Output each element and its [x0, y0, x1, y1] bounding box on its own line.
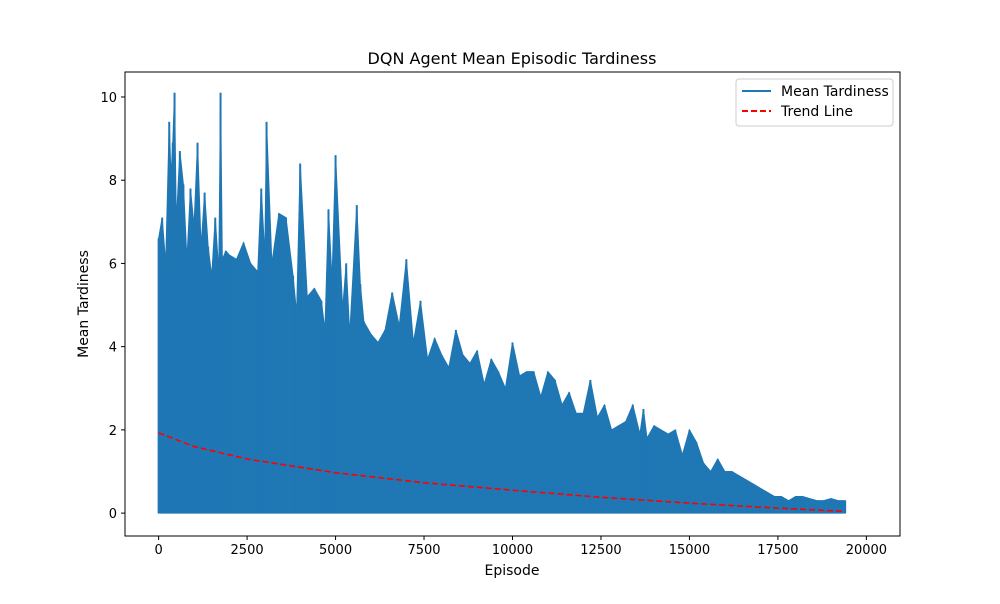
x-tick-label: 7500 [407, 543, 440, 558]
y-tick-label: 0 [109, 507, 117, 522]
x-tick-label: 12500 [580, 543, 621, 558]
x-tick-label: 0 [154, 543, 162, 558]
y-tick-label: 4 [109, 341, 117, 356]
y-tick-label: 6 [109, 257, 117, 272]
legend-label-trend-line: Trend Line [780, 104, 853, 120]
legend-label-mean-tardiness: Mean Tardiness [781, 84, 889, 100]
y-tick-label: 8 [109, 174, 117, 189]
x-axis-label: Episode [485, 563, 540, 579]
x-tick-label: 20000 [846, 543, 887, 558]
chart-title: DQN Agent Mean Episodic Tardiness [368, 49, 657, 68]
x-tick-label: 5000 [319, 543, 352, 558]
y-axis-label: Mean Tardiness [76, 250, 92, 358]
x-tick-label: 17500 [757, 543, 798, 558]
x-tick-label: 2500 [231, 543, 264, 558]
y-tick-label: 2 [109, 424, 117, 439]
x-tick-label: 10000 [492, 543, 533, 558]
legend: Mean Tardiness Trend Line [736, 79, 893, 126]
y-tick-label: 10 [100, 91, 117, 106]
x-tick-label: 15000 [669, 543, 710, 558]
